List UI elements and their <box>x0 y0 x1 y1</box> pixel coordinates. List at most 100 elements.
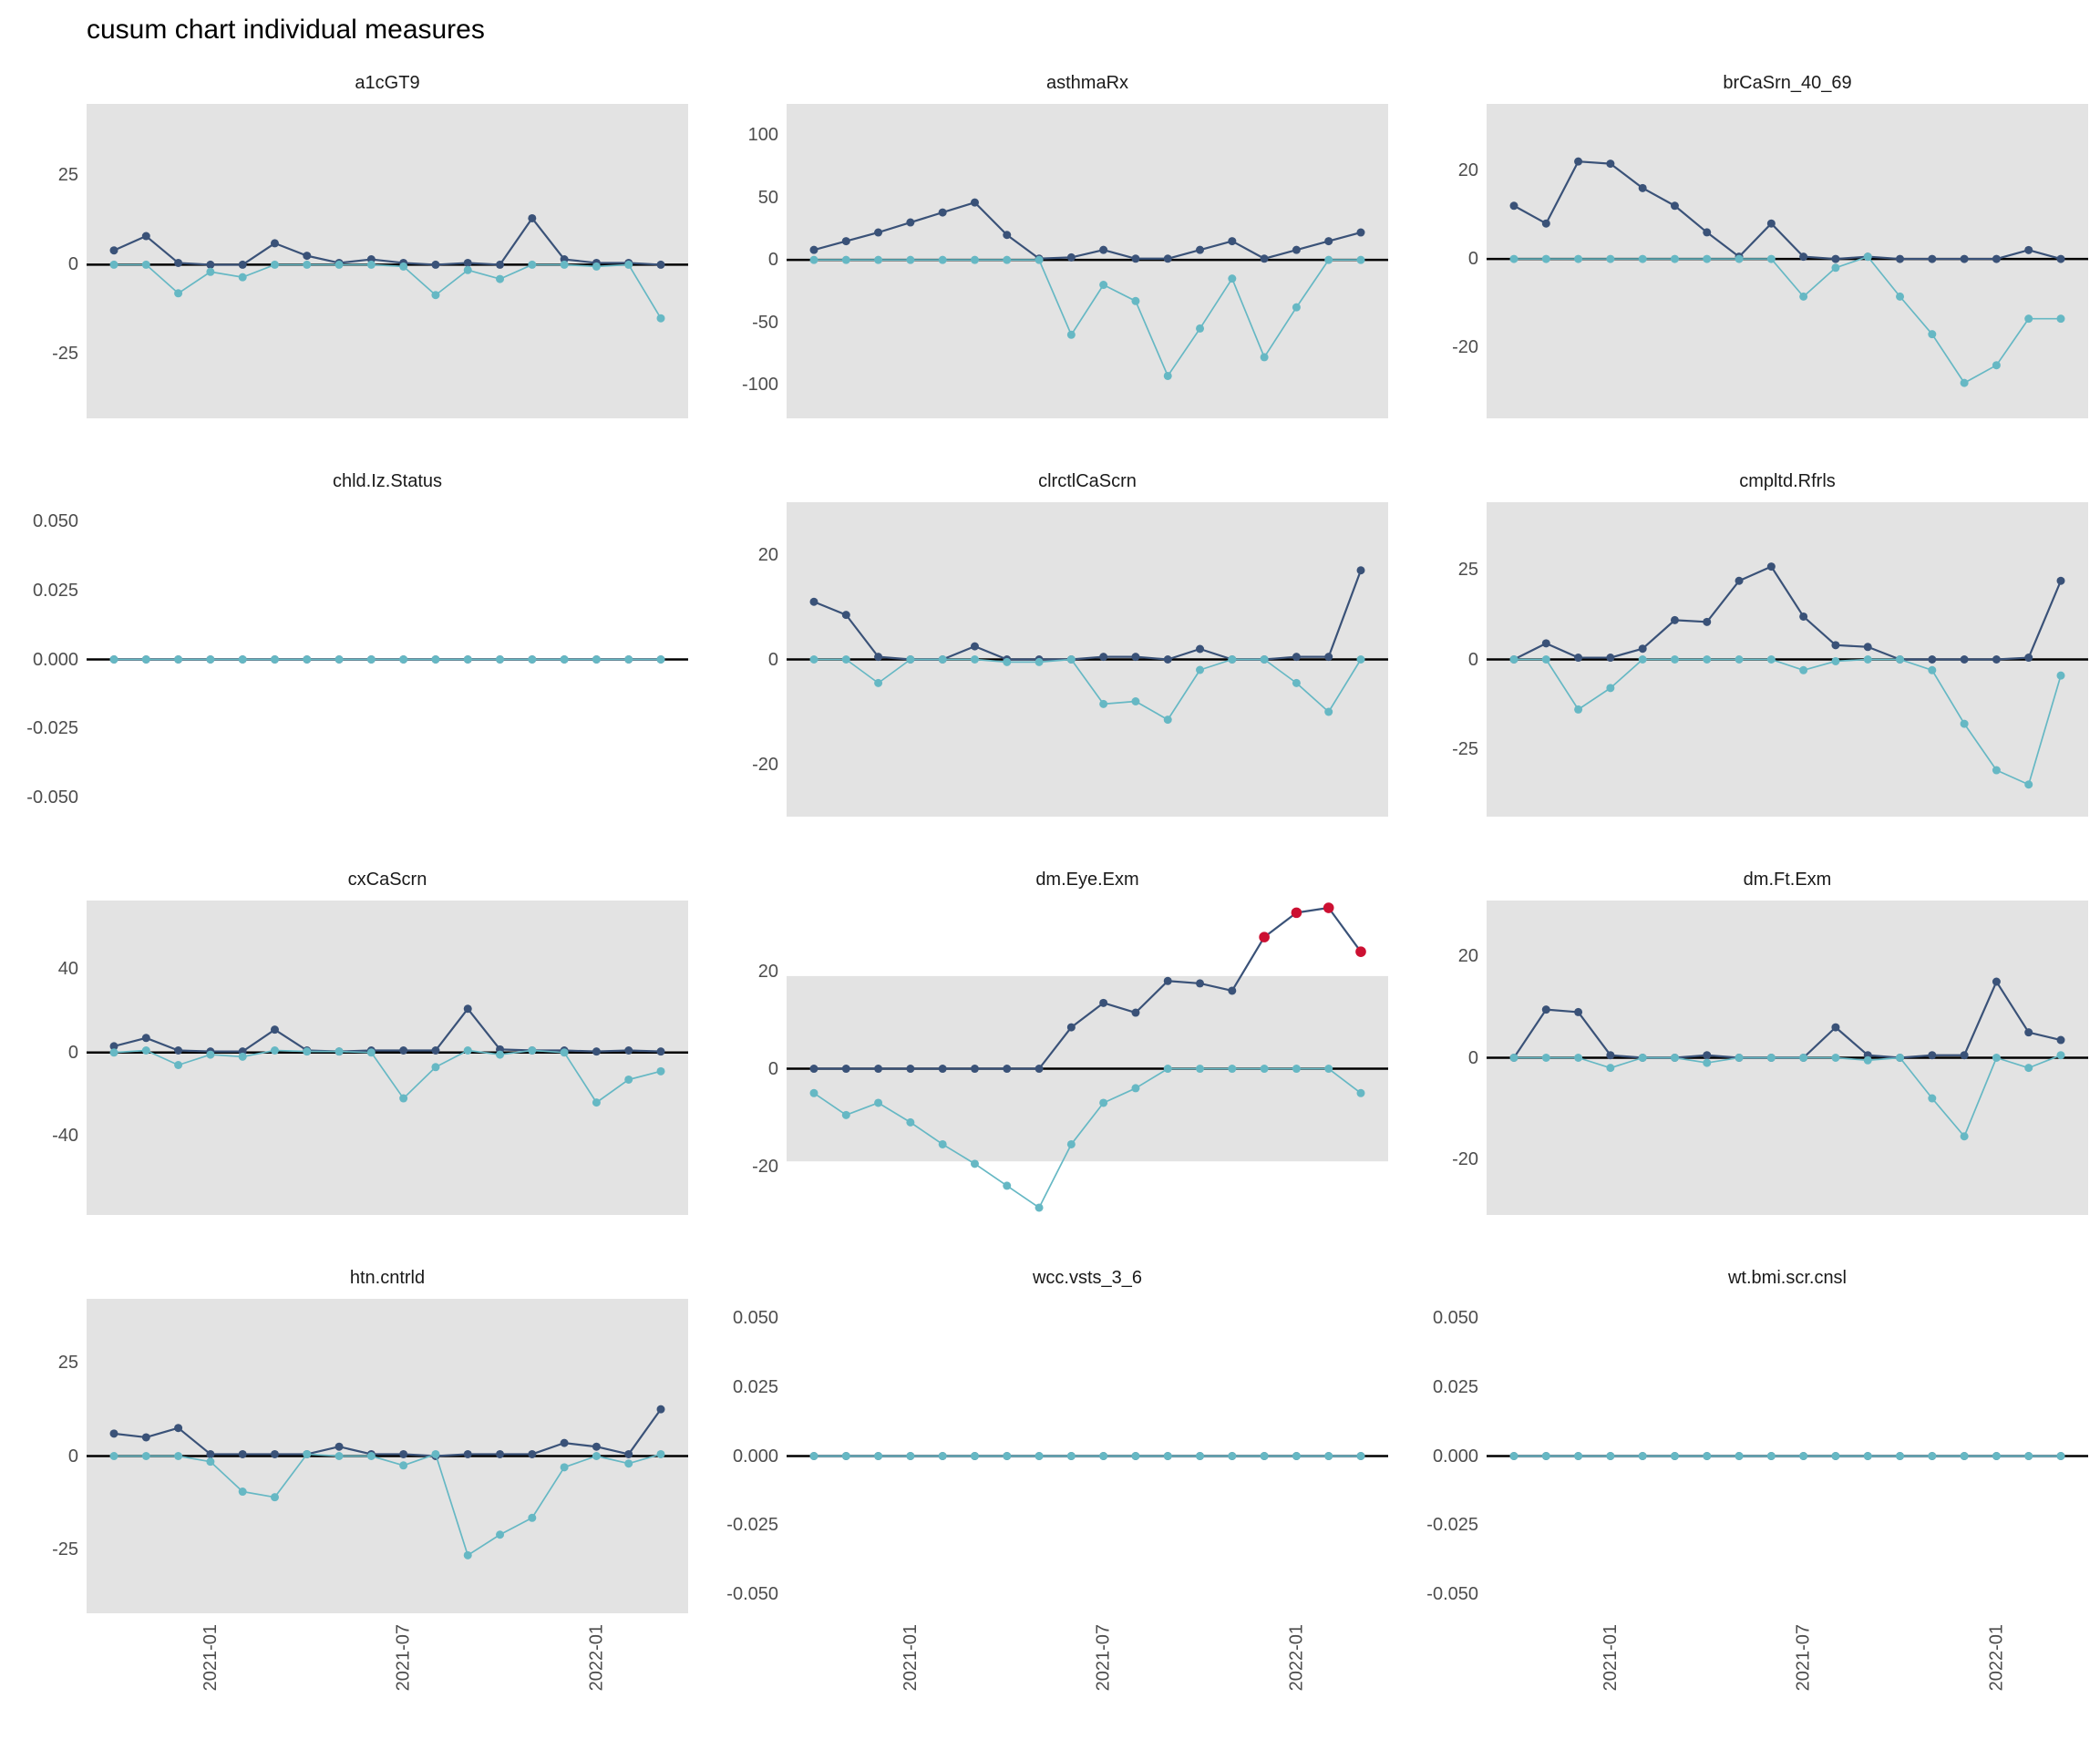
y-tick-label: 25 <box>57 165 78 186</box>
lower-cusum-point <box>1735 1452 1744 1460</box>
y-tick-label: -0.050 <box>1426 1583 1478 1604</box>
lower-cusum-point <box>1574 1452 1583 1460</box>
lower-cusum-point <box>560 260 569 269</box>
lower-cusum-point <box>1509 1054 1518 1062</box>
y-tick-label: -100 <box>741 375 778 396</box>
plot-area <box>87 104 688 418</box>
upper-cusum-point <box>970 1065 979 1074</box>
lower-cusum-point <box>528 1046 537 1055</box>
lower-cusum-point <box>431 1449 440 1458</box>
lower-cusum-point <box>303 655 312 664</box>
lower-cusum-point <box>938 255 947 264</box>
lower-cusum-point <box>1896 655 1905 664</box>
lower-cusum-line <box>113 263 662 320</box>
y-tick-label: 0 <box>767 1058 778 1079</box>
lower-cusum-point <box>496 274 505 283</box>
lower-cusum-point <box>1766 655 1776 664</box>
lower-cusum-point <box>656 655 665 664</box>
upper-cusum-point <box>874 1065 883 1074</box>
lower-cusum-point <box>1703 254 1712 263</box>
lower-cusum-point <box>1509 655 1518 664</box>
lower-cusum-point <box>1228 274 1237 283</box>
lower-cusum-point <box>1766 254 1776 263</box>
facet-title: cxCaScrn <box>347 869 427 890</box>
lower-cusum-point <box>1992 766 2001 775</box>
y-tick-label: -20 <box>752 754 778 775</box>
upper-cusum-point <box>906 1065 915 1074</box>
lower-cusum-point <box>1799 1452 1808 1460</box>
lower-cusum-point <box>1960 1452 1969 1460</box>
lower-cusum-point <box>463 655 472 664</box>
lower-cusum-point <box>592 655 601 664</box>
facet-panel: dm.Eye.Exm 20 0 -20 <box>700 859 1400 1215</box>
lower-cusum-point <box>938 1452 947 1460</box>
lower-cusum-point <box>1960 1132 1969 1141</box>
lower-cusum-point <box>238 1052 247 1061</box>
lower-cusum-point <box>1260 1452 1269 1460</box>
x-tick-label: 2021-07 <box>1794 1624 1814 1691</box>
signal-point <box>1291 907 1302 919</box>
facet-title: wcc.vsts_3_6 <box>1032 1267 1143 1288</box>
lower-cusum-point <box>906 1452 915 1460</box>
control-band <box>87 901 688 1215</box>
lower-cusum-point <box>399 655 408 664</box>
facet-title: brCaSrn_40_69 <box>1723 72 1852 93</box>
lower-cusum-point <box>2056 671 2065 680</box>
y-tick-label: 0 <box>1467 1047 1478 1068</box>
lower-cusum-point <box>2024 1452 2033 1460</box>
upper-cusum-point <box>431 1046 440 1055</box>
lower-cusum-point <box>970 1159 979 1168</box>
y-tick-label: -25 <box>52 1539 78 1560</box>
upper-cusum-point <box>2056 254 2065 263</box>
upper-cusum-point <box>206 1449 215 1458</box>
facet-body: 20 0 -20 <box>700 502 1400 817</box>
y-tick-label: -0.025 <box>26 718 78 739</box>
lower-cusum-point <box>1928 665 1937 674</box>
lower-cusum-point <box>841 1110 850 1119</box>
lower-cusum-point <box>109 260 118 269</box>
lower-cusum-point <box>335 655 344 664</box>
plot-area <box>787 104 1388 418</box>
lower-cusum-point <box>206 1050 215 1059</box>
upper-cusum-point <box>1670 615 1679 624</box>
upper-cusum-point <box>109 1042 118 1051</box>
lower-cusum-point <box>399 262 408 271</box>
upper-cusum-point <box>624 1046 633 1055</box>
upper-cusum-point <box>1099 653 1108 662</box>
upper-cusum-point <box>174 258 183 267</box>
lower-cusum-point <box>1831 1452 1840 1460</box>
lower-cusum-point <box>1960 378 1969 387</box>
upper-cusum-point <box>1960 254 1969 263</box>
y-tick-label: 0 <box>767 649 778 670</box>
x-axis-strip: 2021-01 2021-07 2022-01 <box>1601 1624 2007 1691</box>
lower-cusum-point <box>270 655 279 664</box>
lower-cusum-point <box>592 1098 601 1107</box>
lower-cusum-point <box>1896 292 1905 301</box>
lower-cusum-point <box>1131 1084 1140 1093</box>
lower-cusum-point <box>1863 655 1872 664</box>
y-tick-label: -25 <box>52 344 78 365</box>
upper-cusum-point <box>1003 1065 1012 1074</box>
upper-cusum-point <box>1228 237 1237 246</box>
y-axis: 100 50 0 -50 -100 <box>700 104 787 418</box>
y-tick-label: -50 <box>752 312 778 333</box>
y-tick-label: 50 <box>757 187 778 208</box>
y-tick-label: 0.050 <box>32 511 78 532</box>
facet-panel: cmpltd.Rfrls 25 0 -25 <box>1400 460 2100 817</box>
lower-cusum-point <box>1292 1065 1301 1074</box>
y-tick-label: 20 <box>1457 946 1478 967</box>
upper-cusum-line <box>1512 565 2063 661</box>
upper-cusum-point <box>1896 254 1905 263</box>
upper-cusum-point <box>1831 254 1840 263</box>
lower-cusum-point <box>656 1449 665 1458</box>
facet-panel: dm.Ft.Exm 20 0 -20 <box>1400 859 2100 1215</box>
upper-cusum-point <box>399 1046 408 1055</box>
lower-cusum-point <box>1766 1452 1776 1460</box>
upper-cusum-point <box>656 1405 665 1414</box>
lower-cusum-point <box>1799 665 1808 674</box>
lower-cusum-point <box>366 1452 376 1460</box>
x-tick-label: 2022-01 <box>1986 1624 2006 1691</box>
facet-grid: a1cGT9 25 0 -25 asthmaRx 100 50 0 -50 -100 brC… <box>0 62 2100 1730</box>
lower-cusum-point <box>970 1452 979 1460</box>
